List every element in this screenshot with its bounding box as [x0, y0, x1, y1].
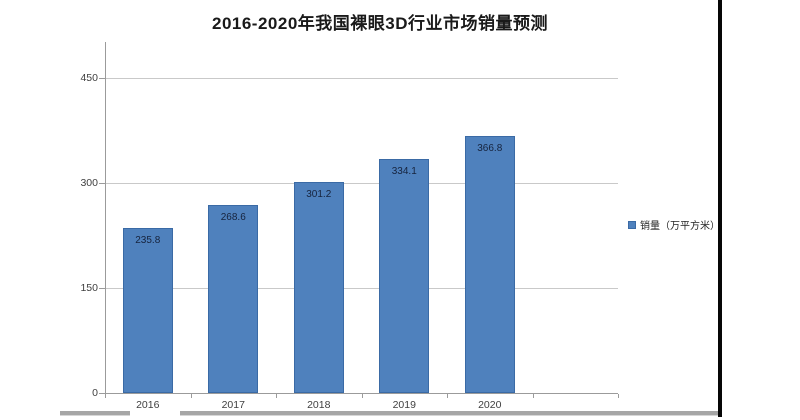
- x-tick-label-2020: 2020: [478, 399, 502, 411]
- scrollbar-segment-right: [180, 411, 718, 416]
- chart-title: 2016-2020年我国裸眼3D行业市场销量预测: [211, 14, 549, 33]
- x-axis-tick: [447, 394, 448, 398]
- x-axis-tick: [361, 394, 363, 398]
- bar-2017: [208, 204, 259, 393]
- x-axis-tick: [618, 394, 619, 398]
- y-tick-label: 300: [80, 177, 98, 189]
- gridline-150: [105, 288, 618, 289]
- y-axis-tick: [99, 183, 105, 184]
- legend-series-swatch-icon: [628, 220, 636, 229]
- gridline-450: [105, 78, 618, 79]
- x-tick-label-2016: 2016: [136, 399, 160, 411]
- bar-2019: [379, 159, 430, 393]
- y-axis-line: [105, 42, 106, 393]
- bar-value-label-2018: 301.2: [306, 189, 332, 201]
- x-tick-label-2018: 2018: [307, 399, 331, 411]
- y-tick-label: 0: [92, 387, 98, 399]
- y-axis-tick: [99, 288, 105, 289]
- bar-2018: [293, 182, 344, 393]
- legend: 销量（万平方米）: [628, 217, 720, 232]
- y-axis-tick: [99, 393, 105, 394]
- x-axis-line: [105, 393, 618, 394]
- x-axis-tick: [105, 394, 106, 398]
- y-tick-label: 150: [80, 282, 98, 294]
- bar-value-label-2016: 235.8: [135, 234, 161, 246]
- bar-value-label-2019: 334.1: [391, 166, 417, 178]
- bar-value-label-2020: 366.8: [477, 143, 503, 155]
- x-tick-label-2019: 2019: [392, 399, 416, 411]
- legend-series-label: 销量（万平方米）: [640, 221, 720, 232]
- y-axis-tick: [99, 78, 105, 79]
- x-axis-tick: [532, 394, 534, 398]
- scrollbar-segment-left: [60, 411, 130, 416]
- x-axis-tick: [276, 394, 277, 398]
- bar-2016: [122, 227, 173, 393]
- bar-value-label-2017: 268.6: [220, 211, 246, 223]
- x-axis-tick: [190, 394, 192, 398]
- x-tick-label-2017: 2017: [221, 399, 245, 411]
- y-tick-label: 450: [80, 72, 98, 84]
- bar-2020: [464, 136, 515, 393]
- gridline-300: [105, 183, 618, 184]
- right-frame-line: [718, 0, 722, 417]
